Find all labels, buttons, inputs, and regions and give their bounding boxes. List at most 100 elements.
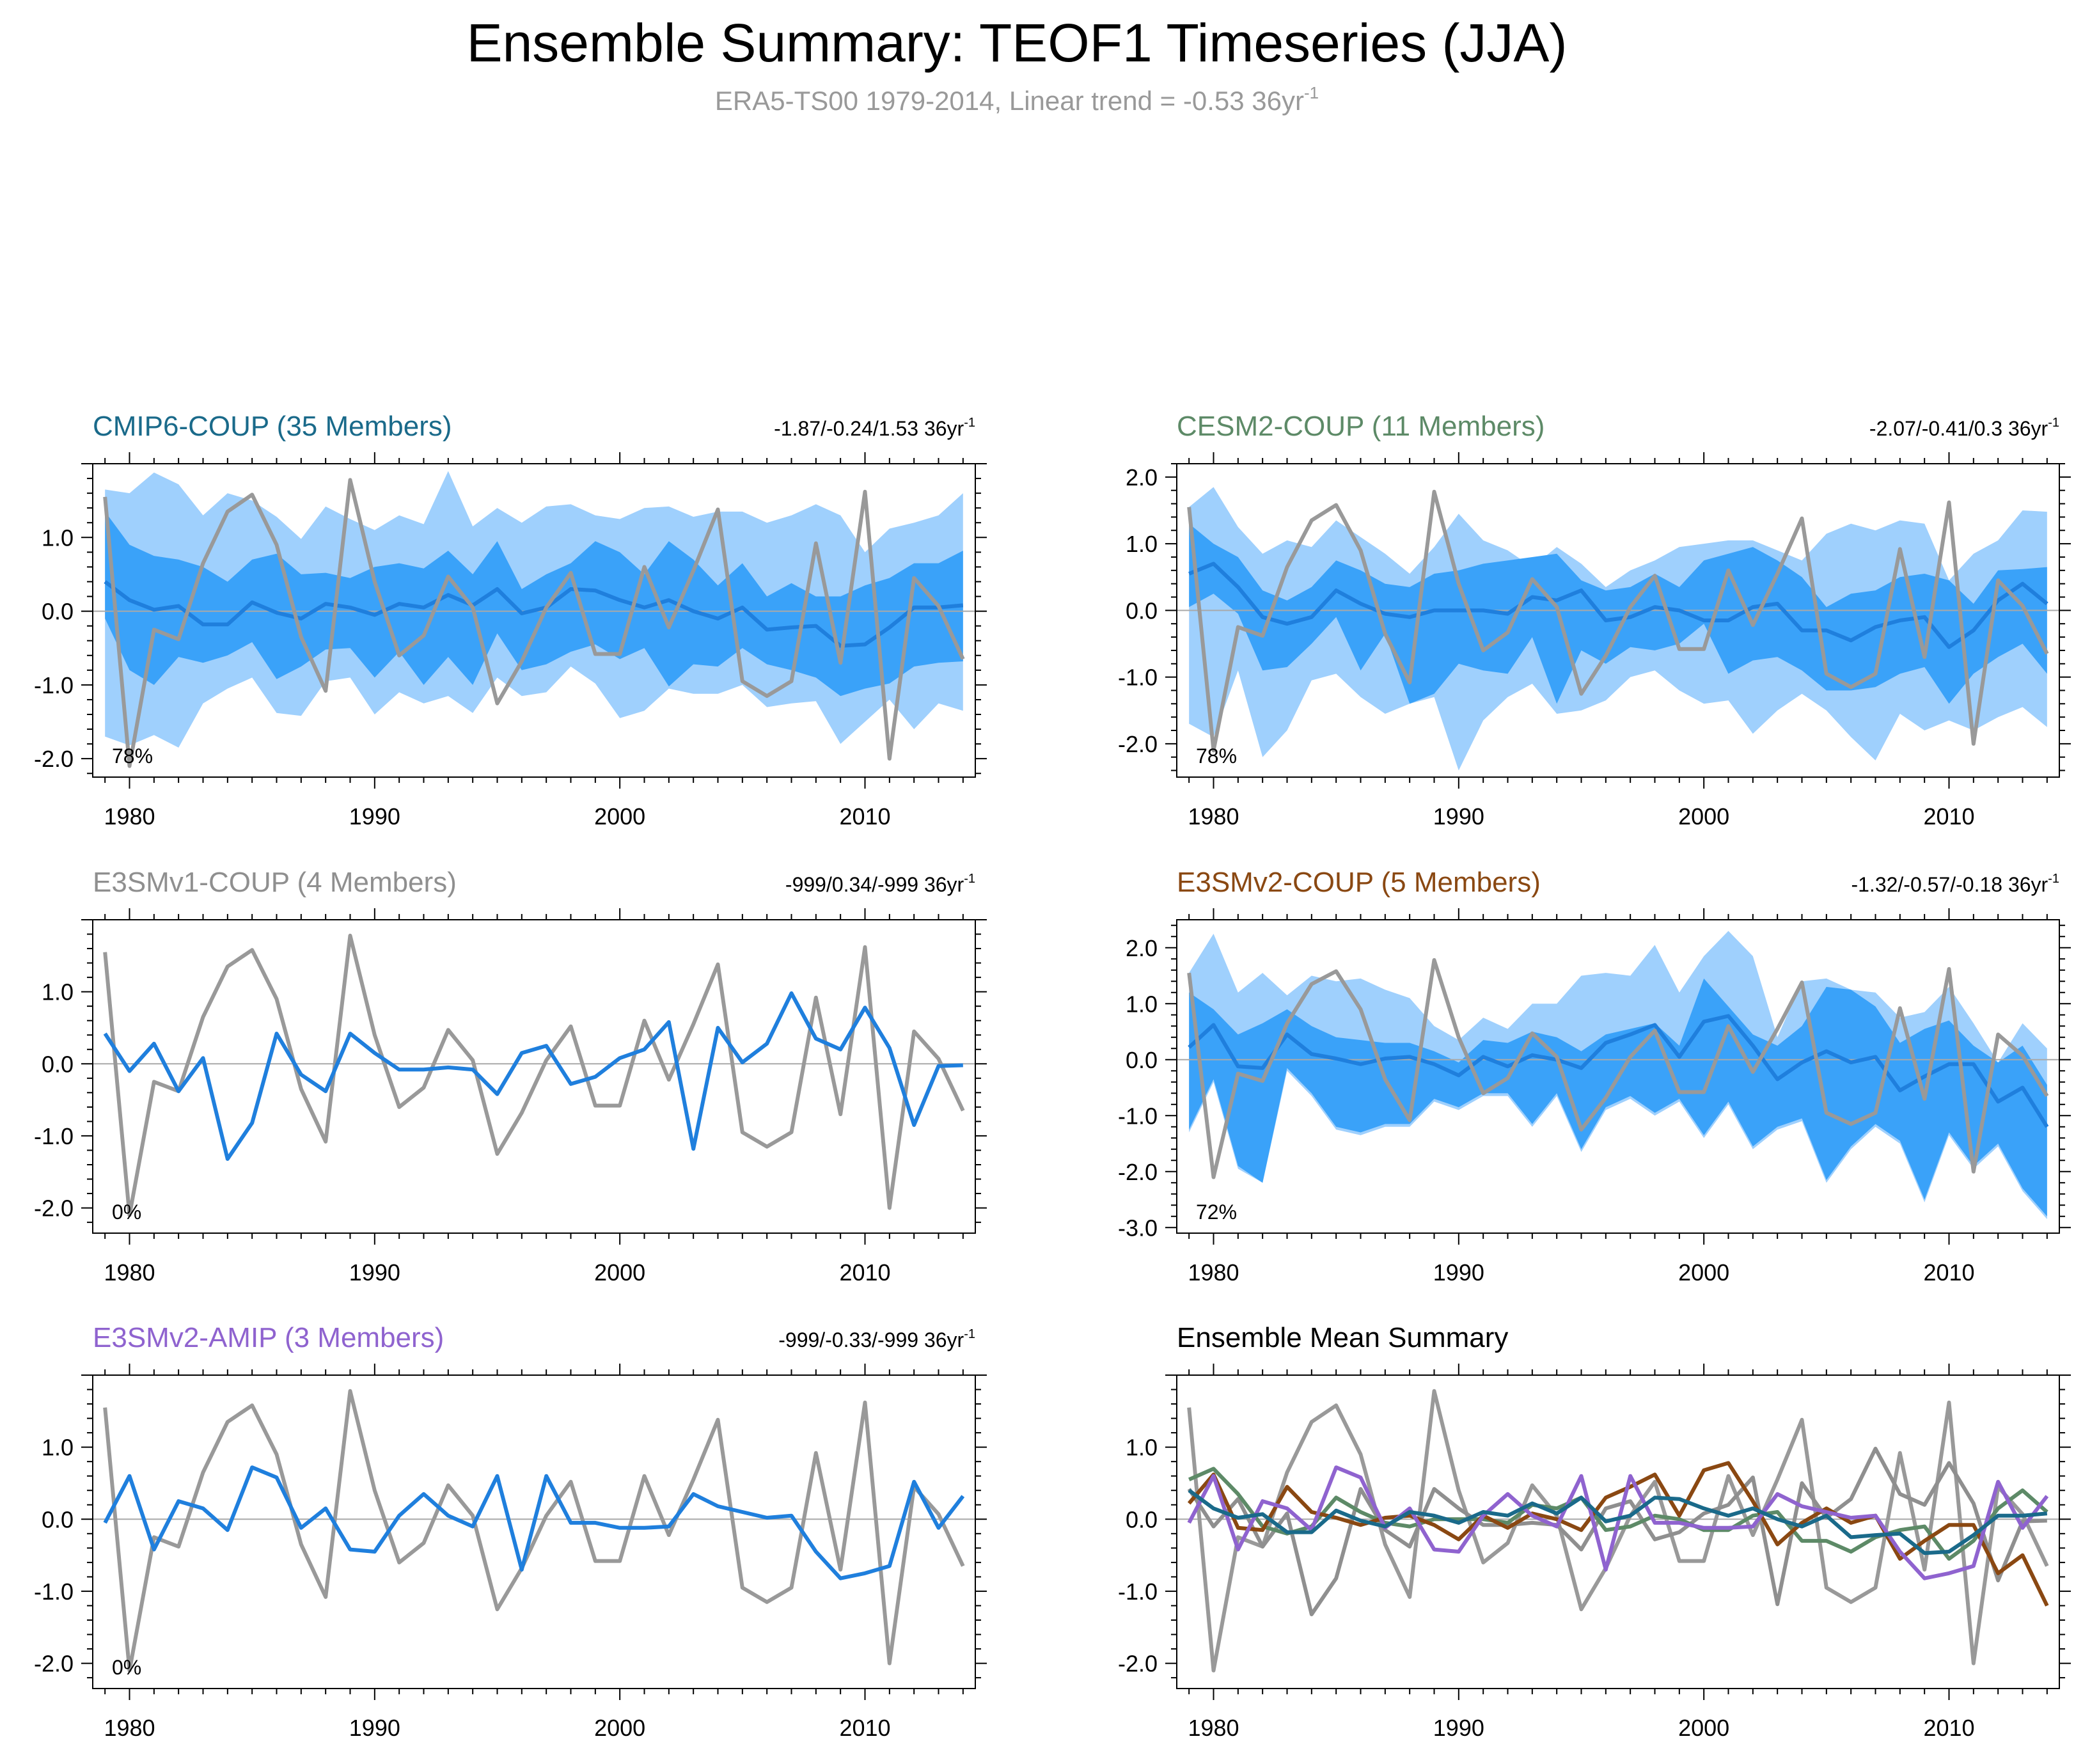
panel-cmip6: -2.0 -1.0 0.0 1.0 1980 1990 2000 2010 CMIP6-COUP… [34, 411, 987, 830]
series-line-cmip6 [1188, 1488, 2048, 1555]
ensemble-mean-line [103, 991, 963, 1161]
obs-line [103, 1389, 965, 1673]
trend-label-sup: -1 [964, 872, 975, 886]
y-tick-label: 0.0 [42, 599, 74, 625]
plot-frame [1176, 1374, 2060, 1689]
pct-label: 0% [112, 1201, 141, 1224]
obs-line [1187, 489, 2049, 753]
y-tick-label: 1.0 [42, 1435, 74, 1461]
trend-label-main: -999/-0.33/-999 36yr [778, 1328, 964, 1351]
trend-label-sup: -1 [2048, 872, 2059, 886]
ensemble-mean-line [103, 1465, 965, 1580]
x-tick-label: 2010 [839, 803, 890, 830]
trend-label-sup: -1 [964, 416, 975, 430]
x-tick-label: 2010 [1923, 1259, 1974, 1286]
y-tick-label: -1.0 [34, 1123, 74, 1149]
figure-subtitle-sup: -1 [1304, 83, 1319, 102]
y-tick-label: -1.0 [1118, 1579, 1158, 1605]
trend-label-main: -1.32/-0.57/-0.18 36yr [1851, 873, 2048, 896]
panel-e3smv2: -3.0 -2.0 -1.0 0.0 1.0 2.0 1980 1990 2000 2010 E3S… [1118, 867, 2071, 1286]
trend-label-sup: -1 [2048, 416, 2059, 430]
y-tick-label: -2.0 [1118, 731, 1158, 757]
x-tick-label: 2000 [594, 803, 645, 830]
ensemble-mean-line [104, 580, 964, 648]
x-tick-label: 2000 [594, 1259, 645, 1286]
y-tick-label: -2.0 [34, 1195, 74, 1222]
y-tick-label: -1.0 [1118, 665, 1158, 691]
obs-line [1187, 1389, 2049, 1673]
x-tick-label: 1980 [104, 1715, 155, 1741]
y-tick-label: 0.0 [1126, 1047, 1158, 1073]
x-tick-label: 2000 [1678, 803, 1729, 830]
y-tick-label: -1.0 [1118, 1103, 1158, 1129]
y-tick-label: 1.0 [42, 524, 74, 551]
pct-label: 78% [112, 744, 153, 768]
y-tick-label: 0.0 [1126, 597, 1158, 624]
panel-amip: -2.0 -1.0 0.0 1.0 1980 1990 2000 2010 E3SMv2-AMI… [34, 1322, 987, 1741]
panel-title: E3SMv2-COUP (5 Members) [1177, 867, 1541, 898]
pct-label: 78% [1196, 744, 1237, 768]
panel-e3smv1: -2.0 -1.0 0.0 1.0 1980 1990 2000 2010 E3SMv1-COU… [34, 867, 987, 1286]
x-tick-label: 1990 [349, 1259, 400, 1286]
figure-title: Ensemble Summary: TEOF1 Timeseries (JJA) [467, 13, 1568, 73]
y-tick-label: -1.0 [34, 672, 74, 698]
y-tick-label: 1.0 [42, 979, 74, 1005]
y-tick-label: 0.0 [42, 1051, 74, 1077]
x-tick-label: 1980 [1188, 1259, 1239, 1286]
x-tick-label: 2000 [1678, 1715, 1729, 1741]
y-tick-label: -3.0 [1118, 1215, 1158, 1241]
band-inner [1189, 523, 2047, 704]
x-tick-label: 1990 [349, 803, 400, 830]
pct-label: 0% [112, 1656, 141, 1679]
trend-label-sup: -1 [964, 1327, 975, 1341]
y-tick-label: 2.0 [1126, 935, 1158, 961]
figure-subtitle: ERA5-TS00 1979-2014, Linear trend = -0.5… [715, 83, 1319, 116]
x-tick-label: 1990 [1433, 1259, 1484, 1286]
trend-label-main: -1.87/-0.24/1.53 36yr [774, 417, 964, 440]
y-tick-label: 1.0 [1126, 1435, 1158, 1461]
x-tick-label: 1990 [1433, 803, 1484, 830]
panel-title: CMIP6-COUP (35 Members) [93, 411, 452, 442]
series-line-amip [1187, 1465, 2049, 1580]
x-tick-label: 1980 [1188, 1715, 1239, 1741]
y-tick-label: -2.0 [34, 746, 74, 772]
ensemble-mean-line [1188, 1014, 2049, 1128]
plot-frame [1176, 919, 2060, 1234]
plot-frame [92, 463, 976, 778]
x-tick-label: 2010 [839, 1259, 890, 1286]
ensemble-mean-line [1188, 562, 2048, 649]
plot-frame [92, 1374, 976, 1689]
y-tick-label: -1.0 [34, 1579, 74, 1605]
x-tick-label: 2010 [1923, 803, 1974, 830]
x-tick-label: 1990 [349, 1715, 400, 1741]
panel-cesm2: -2.0 -1.0 0.0 1.0 2.0 1980 1990 2000 2010 CESM2-C… [1118, 411, 2071, 830]
trend-label-main: -999/0.34/-999 36yr [785, 873, 964, 896]
trend-label: -1.32/-0.57/-0.18 36yr-1 [1851, 872, 2059, 896]
x-tick-label: 1980 [1188, 803, 1239, 830]
x-tick-label: 1990 [1433, 1715, 1484, 1741]
panels-container: -2.0 -1.0 0.0 1.0 1980 1990 2000 2010 CMIP6-COUP… [34, 411, 2071, 1741]
x-tick-label: 1980 [104, 1259, 155, 1286]
y-tick-label: 2.0 [1126, 464, 1158, 491]
band-inner [1189, 978, 2047, 1217]
x-tick-label: 2000 [1678, 1259, 1729, 1286]
band-inner [105, 511, 963, 697]
y-tick-label: 0.0 [1126, 1506, 1158, 1532]
plot-frame [1176, 463, 2060, 778]
y-tick-label: 1.0 [1126, 531, 1158, 557]
series-line-e3smv1 [1187, 1446, 2047, 1616]
panel-title: Ensemble Mean Summary [1177, 1322, 1508, 1353]
obs-line [1187, 958, 2049, 1179]
y-tick-label: 1.0 [1126, 991, 1158, 1017]
plot-frame [92, 919, 976, 1234]
trend-label: -2.07/-0.41/0.3 36yr-1 [1869, 416, 2059, 440]
x-tick-label: 2010 [839, 1715, 890, 1741]
obs-line [103, 478, 965, 768]
panel-summary: -2.0 -1.0 0.0 1.0 1980 1990 2000 2010 Ensemble M… [1118, 1322, 2071, 1741]
y-tick-label: 0.0 [42, 1506, 74, 1532]
trend-label: -999/0.34/-999 36yr-1 [785, 872, 975, 896]
y-tick-label: -2.0 [1118, 1651, 1158, 1677]
panel-title: CESM2-COUP (11 Members) [1177, 411, 1545, 442]
